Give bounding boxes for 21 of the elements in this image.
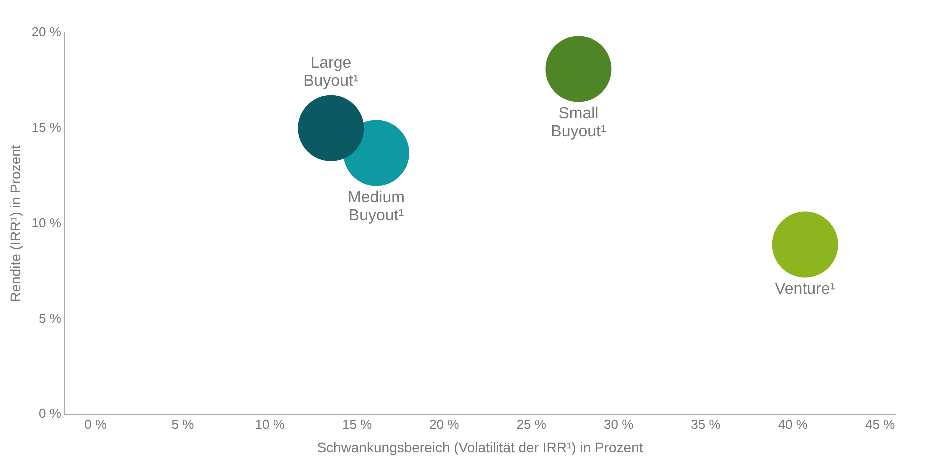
x-tick-label: 20 % [430,416,460,432]
y-axis-title: Rendite (IRR¹) in Prozent [7,145,24,302]
x-tick-label: 40 % [778,416,808,432]
x-tick-label: 45 % [865,416,896,432]
x-tick-label: 35 % [691,416,722,432]
y-tick-label: 10 % [32,215,62,230]
x-tick-label: 25 % [516,416,547,432]
y-tick-label: 20 % [32,24,62,40]
series-label: Venture¹ [775,281,836,298]
x-axis-title: Schwankungsbereich (Volatilität der IRR¹) in Prozent [317,439,644,456]
x-tick-label: 10 % [255,416,286,432]
series-label: Medium Buyout¹ [348,190,405,225]
x-tick-label: 15 % [342,416,373,432]
x-tick-label: 0 % [84,416,108,432]
x-tick-label: 30 % [604,416,634,432]
y-tick-label: 0 % [39,406,62,422]
series-label: Large Buyout¹ [304,54,359,90]
x-tick-label: 5 % [172,416,195,432]
y-tick-label: 5 % [39,310,62,326]
series-label: Small Buyout¹ [551,106,606,141]
y-tick-label: 15 % [32,120,62,135]
